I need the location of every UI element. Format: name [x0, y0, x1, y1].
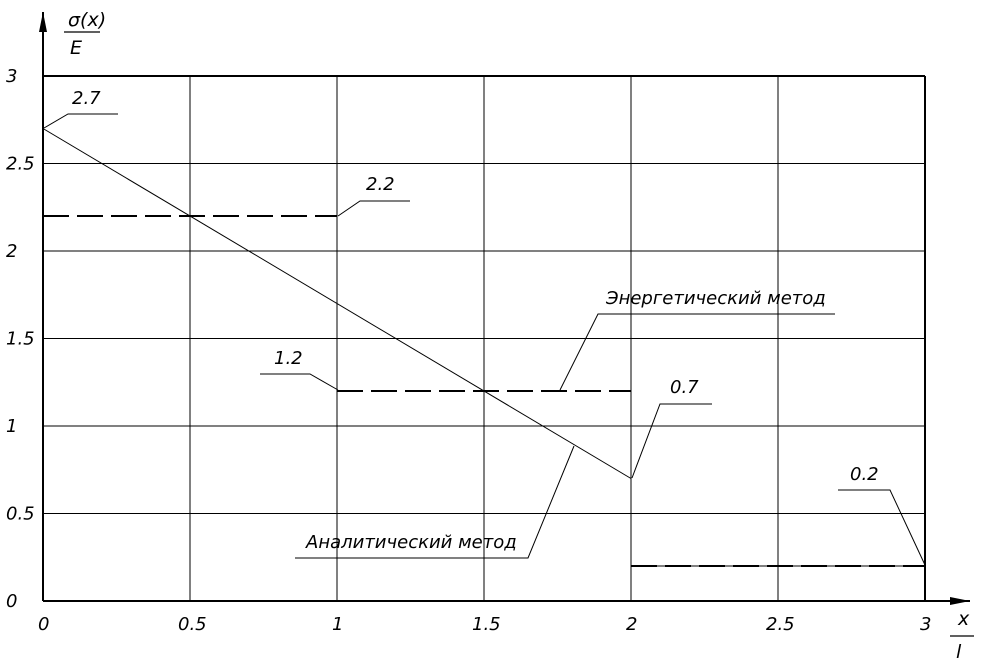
- grid-lines: [43, 75, 926, 601]
- axes: [39, 12, 970, 605]
- y-tick-label-1: 0.5: [6, 504, 35, 525]
- x-tick-label-1: 0.5: [178, 614, 207, 635]
- x-axis-title: x l: [950, 608, 974, 663]
- y-tick-label-6: 3: [6, 66, 17, 87]
- leader-analytical-method: [295, 445, 575, 559]
- y-axis-numerator: σ(x): [68, 9, 106, 31]
- value-label-2-2: 2.2: [366, 174, 395, 195]
- x-axis-denominator: l: [956, 641, 962, 663]
- x-axis-arrow: [950, 597, 970, 605]
- y-tick-label-2: 1: [6, 416, 17, 437]
- y-axis-title: σ(x) E: [64, 9, 106, 59]
- leader-0-7: [631, 403, 712, 479]
- y-tick-label-0: 0: [6, 591, 17, 612]
- leader-2-7: [43, 113, 118, 129]
- x-tick-label-3: 1.5: [472, 614, 501, 635]
- annotations: 2.7 2.2 1.2 0.7 0.2 Энергетический метод…: [43, 88, 926, 566]
- x-axis-numerator: x: [957, 608, 970, 630]
- x-tick-label-6: 3: [920, 614, 931, 635]
- value-label-2-7: 2.7: [72, 88, 101, 109]
- y-axis-denominator: E: [70, 37, 82, 59]
- y-tick-label-5: 2.5: [6, 154, 35, 175]
- legend-energy-method: Энергетический метод: [605, 288, 826, 309]
- series-0-segment-0: [42, 128, 632, 479]
- value-label-0-7: 0.7: [670, 377, 699, 398]
- y-tick-label-3: 1.5: [6, 329, 35, 350]
- leader-2-2: [337, 200, 410, 217]
- x-tick-label-0: 0: [38, 614, 49, 635]
- value-label-1-2: 1.2: [274, 348, 303, 369]
- tick-labels: 0 0.5 1 1.5 2 2.5 3 0 0.5 1 1.5 2 2.5 3: [6, 66, 931, 635]
- y-tick-label-4: 2: [6, 241, 17, 262]
- data-series: [42, 128, 925, 567]
- leader-energy-method: [559, 313, 835, 391]
- x-tick-label-2: 1: [332, 614, 343, 635]
- y-axis-arrow: [39, 12, 47, 32]
- leader-0-2: [838, 489, 926, 566]
- x-tick-label-4: 2: [626, 614, 637, 635]
- x-tick-label-5: 2.5: [766, 614, 795, 635]
- legend-analytical-method: Аналитический метод: [305, 532, 517, 553]
- leader-1-2: [260, 373, 339, 391]
- value-label-0-2: 0.2: [850, 464, 879, 485]
